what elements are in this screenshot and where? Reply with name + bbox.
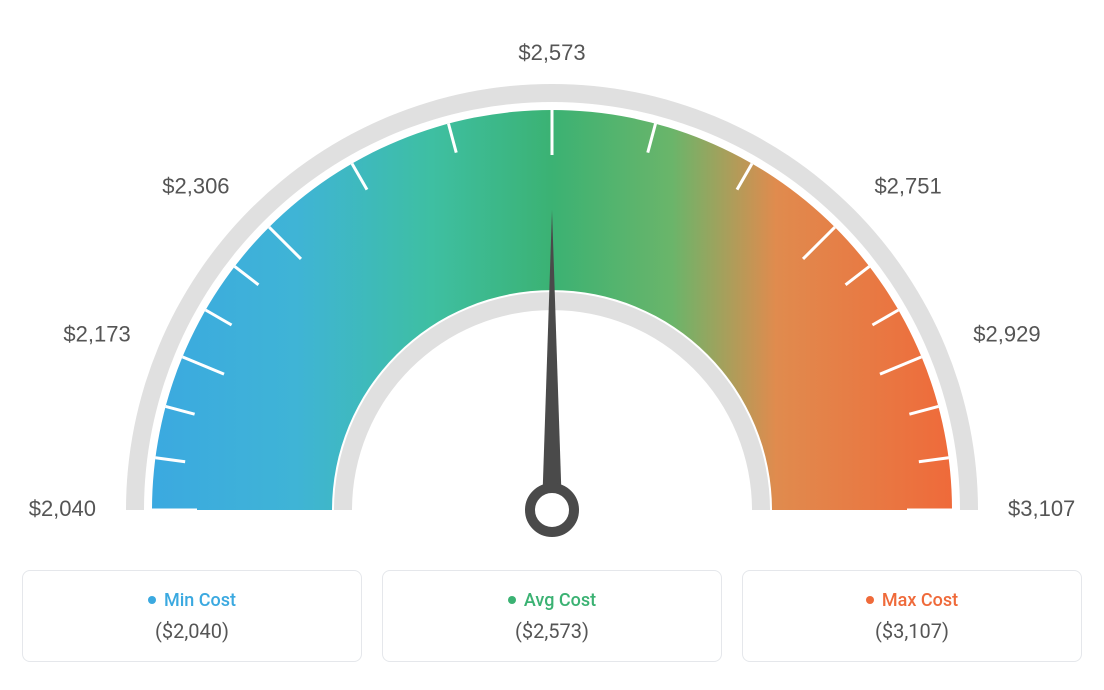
avg-cost-label: Avg Cost <box>524 590 596 611</box>
svg-text:$2,173: $2,173 <box>63 321 130 346</box>
avg-cost-card: Avg Cost ($2,573) <box>382 570 722 662</box>
min-cost-value: ($2,040) <box>47 619 337 643</box>
max-cost-label: Max Cost <box>882 590 958 611</box>
gauge-svg: $2,040 $2,173 $2,306 $2,573 $2,751 $2,929 $3,1… <box>20 20 1084 550</box>
svg-text:$2,929: $2,929 <box>973 321 1040 346</box>
svg-text:$2,751: $2,751 <box>874 174 941 199</box>
svg-text:$2,573: $2,573 <box>518 40 585 65</box>
avg-dot-icon <box>508 596 516 604</box>
min-cost-card: Min Cost ($2,040) <box>22 570 362 662</box>
max-cost-title-row: Max Cost <box>866 590 958 611</box>
min-cost-title-row: Min Cost <box>148 590 236 611</box>
svg-text:$3,107: $3,107 <box>1008 496 1075 521</box>
svg-text:$2,040: $2,040 <box>29 496 96 521</box>
gauge-chart: $2,040 $2,173 $2,306 $2,573 $2,751 $2,929 $3,1… <box>20 20 1084 550</box>
min-cost-label: Min Cost <box>164 590 236 611</box>
min-dot-icon <box>148 596 156 604</box>
max-dot-icon <box>866 596 874 604</box>
avg-cost-title-row: Avg Cost <box>508 590 596 611</box>
avg-cost-value: ($2,573) <box>407 619 697 643</box>
svg-text:$2,306: $2,306 <box>162 174 229 199</box>
max-cost-value: ($3,107) <box>767 619 1057 643</box>
max-cost-card: Max Cost ($3,107) <box>742 570 1082 662</box>
summary-cards: Min Cost ($2,040) Avg Cost ($2,573) Max … <box>20 570 1084 662</box>
cost-gauge-widget: $2,040 $2,173 $2,306 $2,573 $2,751 $2,929 $3,1… <box>20 20 1084 662</box>
